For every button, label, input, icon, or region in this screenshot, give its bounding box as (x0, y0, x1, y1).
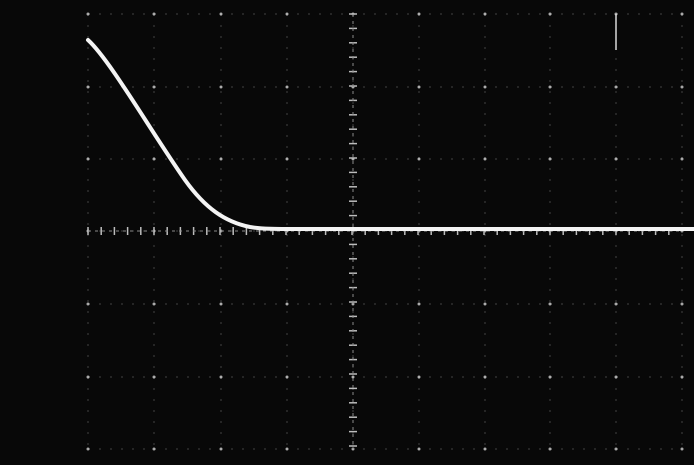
graticule-dot (681, 158, 684, 161)
graticule-dot (615, 86, 618, 89)
graticule-dot (418, 13, 421, 16)
graticule-dot (153, 158, 156, 161)
graticule-dot (153, 448, 156, 451)
graticule-dot (87, 158, 90, 161)
graticule-dot (615, 303, 618, 306)
graticule-dot (153, 13, 156, 16)
graticule-dot (549, 376, 552, 379)
graticule-dot (418, 376, 421, 379)
graticule-dot (681, 448, 684, 451)
graticule-dot (220, 303, 223, 306)
graticule-dot (286, 376, 289, 379)
graticule-dot (220, 13, 223, 16)
graticule-dot (681, 86, 684, 89)
graticule-dot (286, 448, 289, 451)
graticule-dot (484, 448, 487, 451)
graticule-dot (615, 448, 618, 451)
graticule-dot (87, 376, 90, 379)
graticule-dot (286, 86, 289, 89)
graticule-dot (286, 303, 289, 306)
graticule-dot (615, 158, 618, 161)
graticule-dot (549, 13, 552, 16)
graticule-dot (220, 376, 223, 379)
graticule-dot (87, 86, 90, 89)
graticule-dot (549, 86, 552, 89)
graticule-dot (286, 158, 289, 161)
graticule-dot (153, 376, 156, 379)
page: (() => { const g = document.getElementBy… (0, 0, 694, 465)
oscilloscope-photo (0, 0, 694, 465)
graticule-dot (418, 303, 421, 306)
graticule-dot (220, 158, 223, 161)
graticule-dot (549, 448, 552, 451)
graticule-dot (681, 303, 684, 306)
graticule-dot (484, 158, 487, 161)
graticule-dot (418, 158, 421, 161)
graticule-dot (153, 86, 156, 89)
graticule-dot (220, 86, 223, 89)
graticule-dot (615, 376, 618, 379)
graticule-dot (418, 448, 421, 451)
graticule-dot (87, 448, 90, 451)
graticule-dot (681, 376, 684, 379)
graticule-dot (153, 303, 156, 306)
graticule-dot (549, 158, 552, 161)
graticule-dot (220, 448, 223, 451)
graticule-dot (484, 86, 487, 89)
graticule-dot (484, 303, 487, 306)
graticule-dot (87, 13, 90, 16)
graticule-dot (549, 303, 552, 306)
graticule-dot (681, 13, 684, 16)
graticule-dot (87, 303, 90, 306)
graticule-dot (418, 86, 421, 89)
graticule-dot (484, 376, 487, 379)
graticule-dot (484, 13, 487, 16)
graticule-dot (286, 13, 289, 16)
